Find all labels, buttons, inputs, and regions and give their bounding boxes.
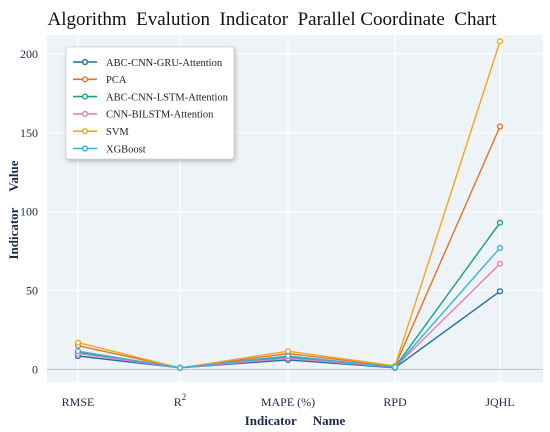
x-tick-label: R2 xyxy=(174,392,187,409)
chart-title: Algorithm Evalution Indicator Parallel C… xyxy=(47,9,497,30)
legend: ABC-CNN-GRU-Attention PCA ABC-CNN-LSTM-Att… xyxy=(65,46,235,160)
legend-swatch-marker xyxy=(81,93,89,100)
legend-swatch-marker xyxy=(81,128,89,135)
y-axis-label: Indicator Value xyxy=(6,160,21,259)
x-tick-labels: RMSE R2 MAPE (%) RPD JQHL xyxy=(62,392,515,409)
grid-lines xyxy=(47,35,543,382)
legend-label: SVM xyxy=(106,127,129,138)
x-tick-text: RMSE xyxy=(62,395,95,409)
x-tick-label: RPD xyxy=(383,395,407,409)
legend-item: PCA xyxy=(73,75,127,86)
legend-swatch-marker xyxy=(81,58,89,66)
data-point xyxy=(391,364,399,371)
x-tick-text: MAPE (%) xyxy=(261,395,315,409)
y-tick-labels: 0 50 100 150 200 xyxy=(20,47,38,376)
legend-label: ABC-CNN-LSTM-Attention xyxy=(106,92,229,103)
data-point xyxy=(496,244,504,252)
data-point xyxy=(74,348,82,355)
data-point xyxy=(496,288,504,295)
x-tick-text: R xyxy=(174,395,182,409)
data-point xyxy=(176,364,184,371)
legend-items: ABC-CNN-GRU-Attention PCA ABC-CNN-LSTM-Att… xyxy=(73,58,229,155)
data-point xyxy=(496,38,504,45)
data-point xyxy=(284,352,292,360)
data-point xyxy=(74,339,82,346)
y-tick-label: 100 xyxy=(20,205,38,219)
data-point xyxy=(496,219,504,226)
data-point xyxy=(496,260,504,267)
legend-swatch-marker xyxy=(81,76,89,83)
y-tick-label: 200 xyxy=(20,47,38,61)
y-tick-label: 50 xyxy=(26,284,38,298)
legend-item: XGBoost xyxy=(73,144,146,155)
x-tick-text: RPD xyxy=(383,395,407,409)
legend-item: ABC-CNN-LSTM-Attention xyxy=(73,92,229,103)
legend-label: CNN-BILSTM-Attention xyxy=(106,110,214,121)
data-point xyxy=(496,123,504,130)
legend-label: ABC-CNN-GRU-Attention xyxy=(106,58,223,69)
x-tick-superscript: 2 xyxy=(182,392,187,402)
legend-item: ABC-CNN-GRU-Attention xyxy=(73,58,223,69)
legend-label: XGBoost xyxy=(106,144,146,155)
legend-box xyxy=(65,46,235,160)
y-tick-label: 0 xyxy=(32,362,38,376)
series-lines xyxy=(74,38,504,372)
x-tick-label: MAPE (%) xyxy=(261,395,315,409)
x-tick-text: JQHL xyxy=(485,395,514,409)
legend-label: PCA xyxy=(106,75,127,86)
series-5 xyxy=(74,244,504,371)
data-point xyxy=(284,348,292,355)
legend-swatch-marker xyxy=(81,110,89,118)
x-axis-label: Indicator Name xyxy=(245,413,346,428)
x-tick-label: JQHL xyxy=(485,395,514,409)
x-tick-label: RMSE xyxy=(62,395,95,409)
legend-swatch-marker xyxy=(81,145,89,152)
legend-item: SVM xyxy=(73,127,129,138)
legend-item: CNN-BILSTM-Attention xyxy=(73,110,214,121)
y-tick-label: 150 xyxy=(20,126,38,140)
